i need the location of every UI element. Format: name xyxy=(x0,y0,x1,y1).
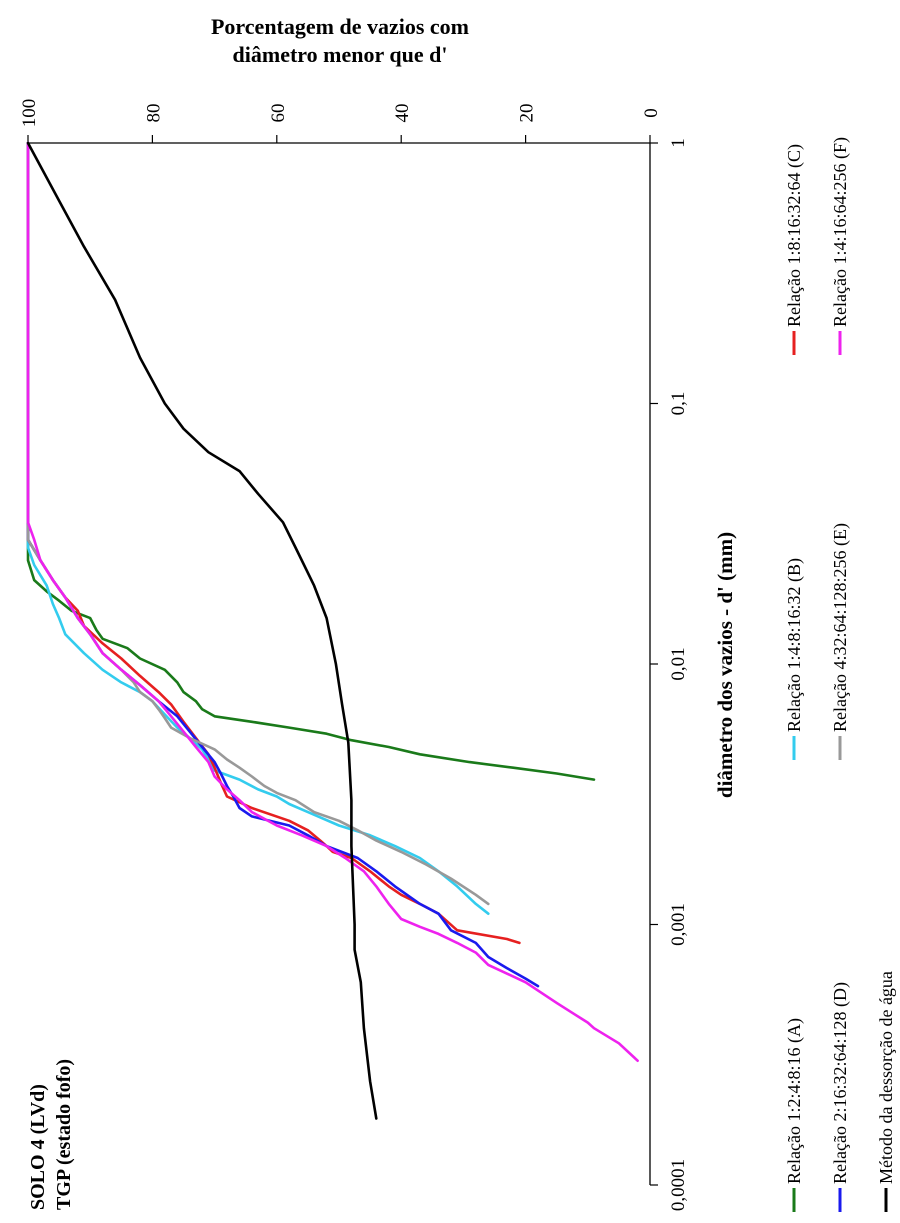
legend-entry: Método da dessorção de água xyxy=(876,971,896,1212)
x-tick-label: 0,1 xyxy=(668,392,689,416)
legend-entry: Relação 4:32:64:128:256 (E) xyxy=(830,523,851,760)
series-line-d xyxy=(26,141,540,988)
legend-label: Método da dessorção de água xyxy=(876,971,896,1184)
chart-subtitle-line-2: TGP (estado fofo) xyxy=(53,1059,75,1210)
legend-label: Relação 1:2:4:8:16 (A) xyxy=(784,1018,805,1184)
legend-entry: Relação 1:2:4:8:16 (A) xyxy=(784,1018,805,1212)
x-tick-label: 1 xyxy=(668,138,689,148)
chart-title-line-1: Porcentagem de vazios com xyxy=(211,14,469,39)
legend-entry: Relação 1:4:16:64:256 (F) xyxy=(830,137,851,355)
legend-label: Relação 1:4:8:16:32 (B) xyxy=(784,558,805,732)
y-tick-label: 40 xyxy=(392,104,413,123)
legend-label: Relação 4:32:64:128:256 (E) xyxy=(830,523,851,732)
legend-label: Relação 1:4:16:64:256 (F) xyxy=(830,137,851,327)
x-tick-label: 0,001 xyxy=(668,903,689,946)
series-line-g xyxy=(26,141,378,1120)
x-tick-label: 0,01 xyxy=(668,647,689,680)
legend-entry: Relação 2:16:32:64:128 (D) xyxy=(830,982,851,1212)
legend-entry: Relação 1:8:16:32:64 (C) xyxy=(784,144,805,355)
legend-label: Relação 1:8:16:32:64 (C) xyxy=(784,144,805,327)
legend-label: Relação 2:16:32:64:128 (D) xyxy=(830,982,851,1184)
x-axis-label: diâmetro dos vazios - d' (mm) xyxy=(713,532,737,798)
y-tick-label: 60 xyxy=(268,104,289,123)
legend-entry: Relação 1:4:8:16:32 (B) xyxy=(784,558,805,760)
chart-title-line-2: diâmetro menor que d' xyxy=(233,42,448,67)
y-tick-label: 80 xyxy=(143,104,164,123)
series-line-a xyxy=(26,141,596,781)
series-line-f xyxy=(26,141,639,1062)
y-tick-label: 100 xyxy=(19,99,40,128)
y-tick-label: 20 xyxy=(517,104,538,123)
y-tick-label: 0 xyxy=(641,108,662,118)
x-tick-label: 0,0001 xyxy=(668,1159,689,1211)
chart-subtitle-line-1: SOLO 4 (LVd) xyxy=(27,1084,49,1210)
series-line-b xyxy=(26,141,490,916)
